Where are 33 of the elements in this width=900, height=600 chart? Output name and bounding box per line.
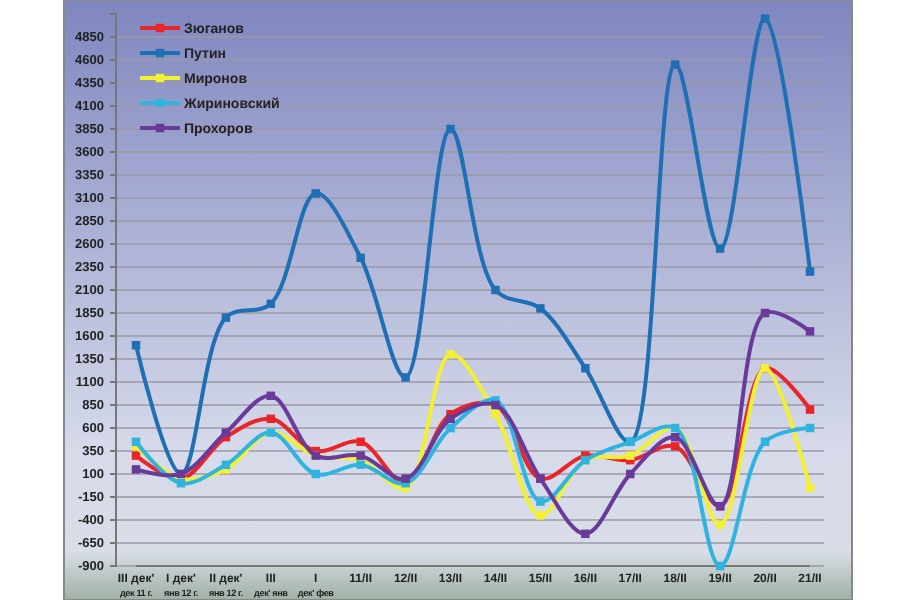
point: [401, 373, 410, 382]
point: [715, 520, 725, 529]
point: [446, 124, 455, 134]
point: [536, 511, 545, 520]
point: [581, 363, 590, 373]
point: [760, 14, 770, 23]
point: [221, 428, 231, 437]
point: [670, 60, 680, 69]
point: [626, 451, 635, 460]
point: [446, 350, 455, 359]
point: [491, 409, 500, 419]
point: [356, 437, 365, 447]
point: [311, 469, 320, 479]
point: [446, 414, 455, 424]
point: [446, 423, 455, 433]
point: [491, 285, 500, 295]
point: [221, 313, 231, 322]
point: [626, 469, 635, 479]
point: [581, 529, 590, 539]
point: [356, 451, 365, 460]
point: [715, 244, 725, 253]
point: [356, 253, 365, 263]
point: [670, 442, 680, 451]
point: [131, 451, 141, 460]
point: [131, 465, 141, 474]
point: [311, 189, 320, 198]
point: [805, 267, 815, 276]
point: [401, 474, 410, 483]
point: [356, 460, 365, 470]
point: [536, 497, 545, 506]
point: [536, 304, 545, 313]
point: [805, 405, 815, 414]
point: [805, 327, 815, 336]
